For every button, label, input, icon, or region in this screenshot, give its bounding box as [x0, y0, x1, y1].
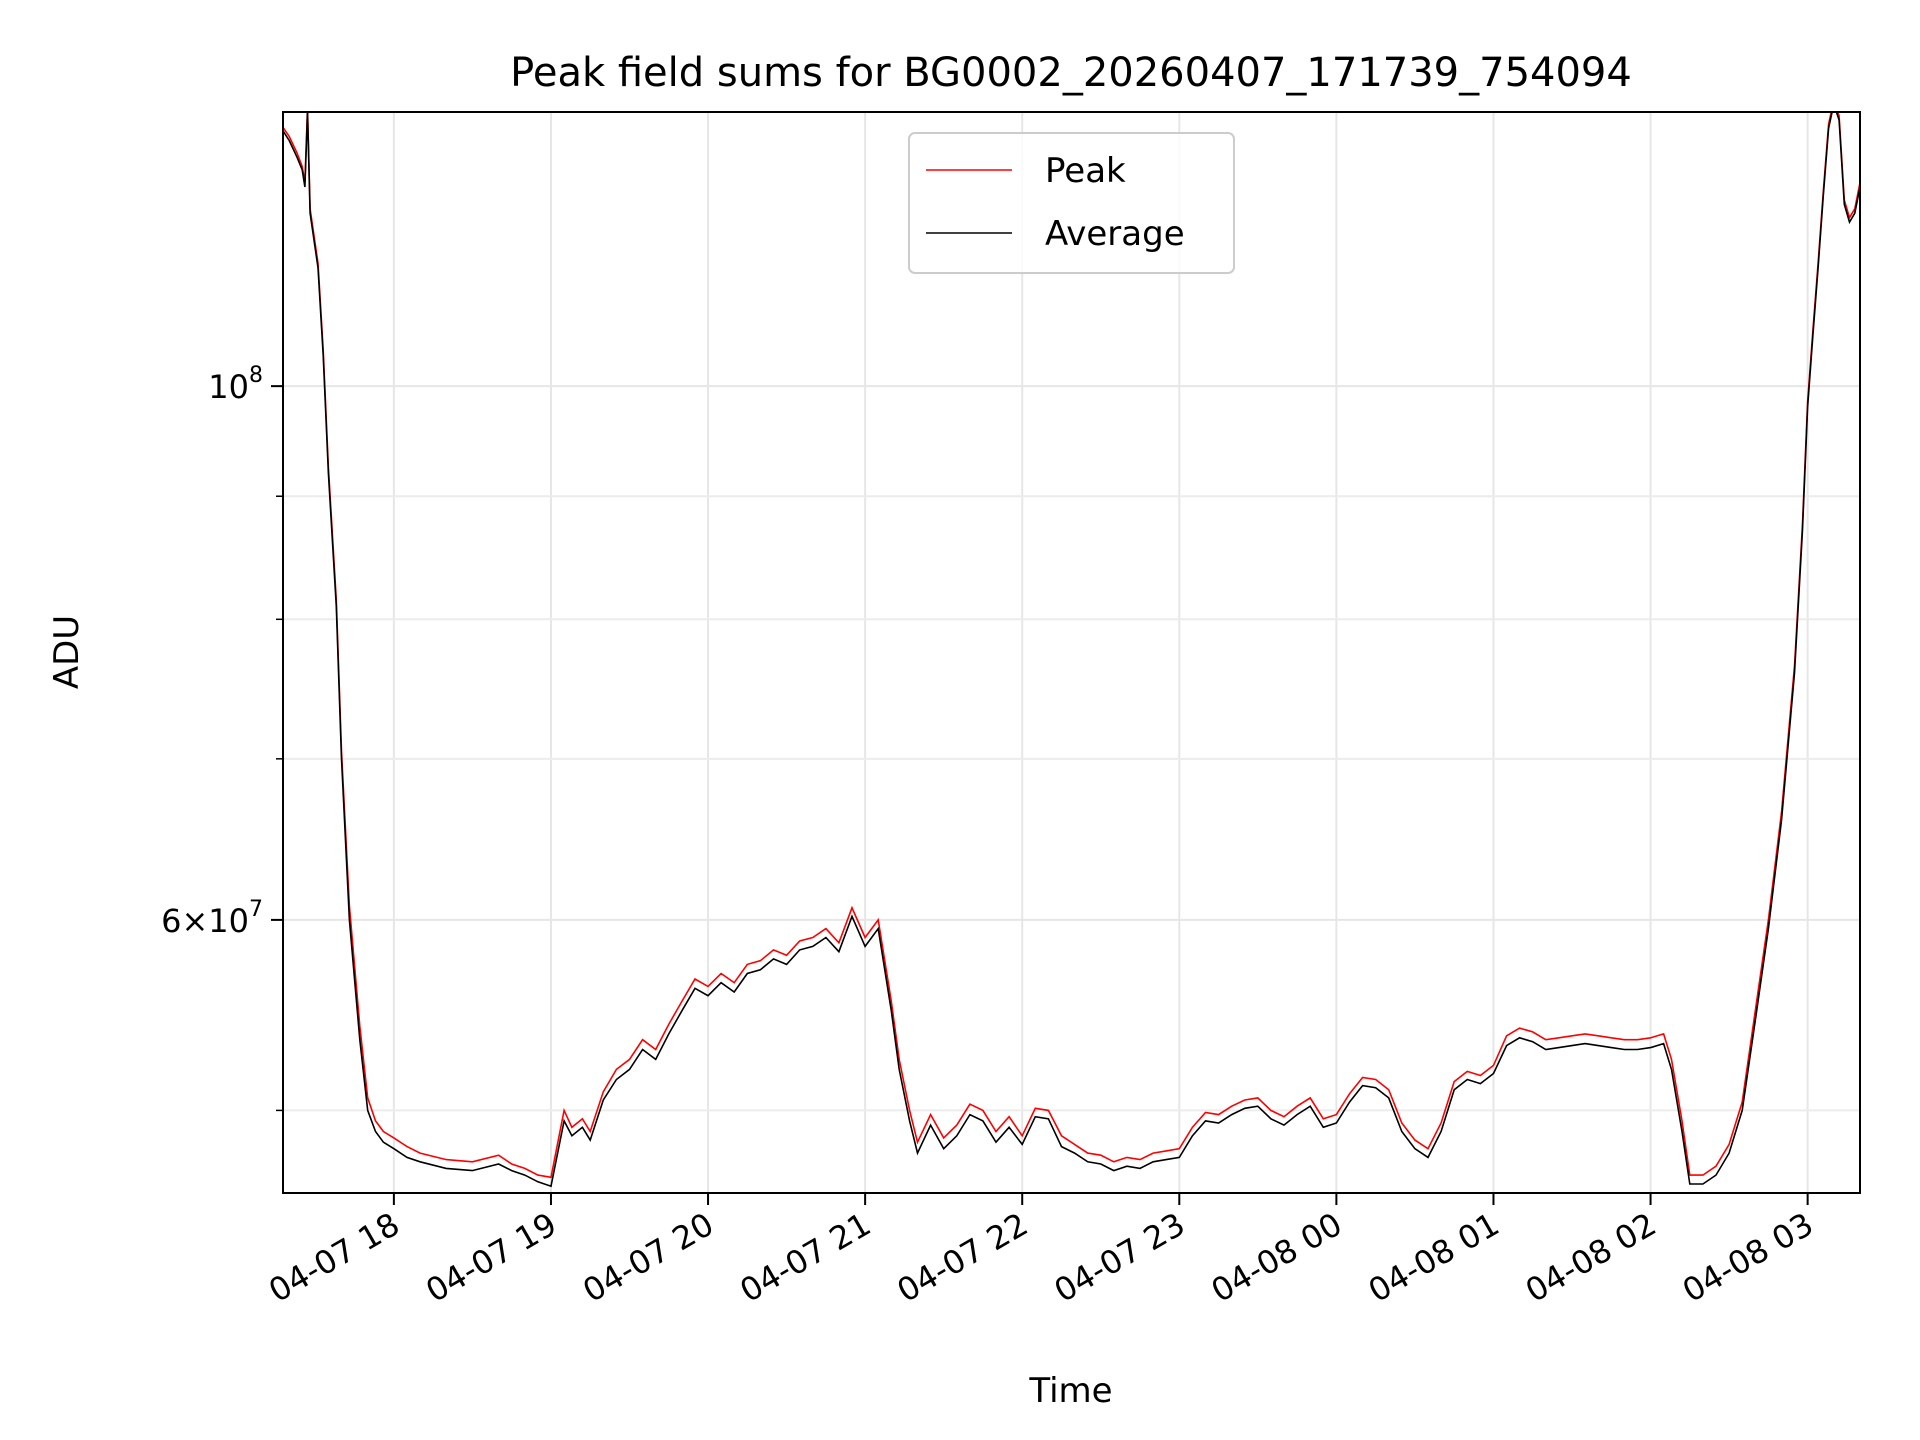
y-tick-label: 108 — [208, 363, 263, 406]
legend: Peak Average — [908, 132, 1235, 274]
y-tick-label: 6×107 — [161, 897, 263, 940]
y-axis-label: ADU — [47, 615, 87, 689]
legend-label-peak: Peak — [1045, 151, 1126, 191]
chart-title: Peak field sums for BG0002_20260407_1717… — [510, 50, 1632, 96]
y-gridlines — [283, 385, 1860, 1112]
legend-box — [908, 132, 1235, 274]
series-line-peak — [283, 112, 1860, 1179]
x-axis-label: Time — [1028, 1371, 1112, 1411]
legend-label-average: Average — [1045, 214, 1185, 254]
axes-frame — [282, 111, 1861, 1194]
plot-area — [283, 112, 1860, 1188]
x-gridlines — [392, 112, 1809, 1193]
y-tick-exponent: 8 — [249, 363, 263, 388]
y-tick-mantissa: 6× — [161, 902, 208, 940]
y-tick-exponent: 7 — [249, 897, 263, 922]
series-line-average — [283, 112, 1860, 1188]
y-tick-base: 10 — [208, 902, 249, 940]
y-tick-base: 10 — [208, 368, 249, 406]
